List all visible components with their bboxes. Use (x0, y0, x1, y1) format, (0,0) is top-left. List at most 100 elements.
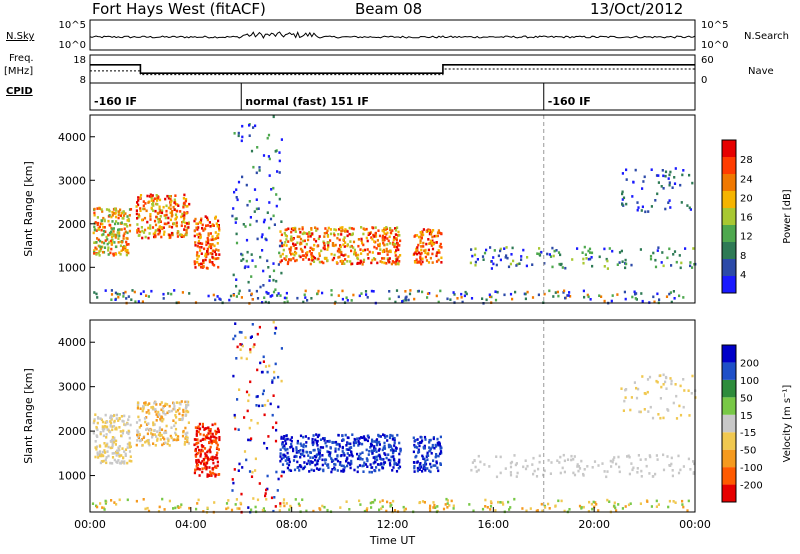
power-ytick-2: 3000 (58, 174, 86, 187)
panel-frame-2 (89, 82, 696, 111)
xtick-4: 16:00 (477, 518, 509, 531)
panel-frame-0 (89, 19, 696, 51)
velocity-colorbar-swatch-1 (722, 467, 736, 485)
power-echo-1 (92, 206, 133, 257)
panel-frame-4 (89, 319, 696, 513)
power-colorbar-swatch-1 (722, 259, 736, 276)
power-colorbar-swatch-8 (722, 140, 736, 157)
power-colorbar-swatch-6 (722, 174, 736, 191)
velocity-echo-1 (92, 413, 133, 465)
velocity-colorbar-swatch-7 (722, 362, 736, 380)
freq-ytick-top: 18 (73, 55, 86, 66)
velocity-echo-7 (620, 373, 697, 420)
power-colorbar-swatch-5 (722, 191, 736, 208)
nave-label: Nave (748, 66, 774, 77)
xtick-5: 20:00 (578, 518, 610, 531)
series-nave (90, 68, 695, 76)
velocity-colorbar-tick-5: 50 (740, 393, 753, 404)
freq-ytick-bottom: 8 (80, 75, 86, 86)
power-colorbar-tick-5: 24 (740, 174, 753, 185)
power-ytick-0: 1000 (58, 261, 86, 274)
power-colorbar-tick-1: 8 (740, 251, 746, 262)
power-colorbar-swatch-4 (722, 208, 736, 225)
velocity-colorbar-tick-2: -50 (740, 446, 756, 457)
velocity-echo-4 (279, 433, 402, 474)
noise-ytick-right-bottom: 10^0 (701, 40, 728, 51)
cpid-label: CPID (6, 86, 33, 97)
power-echo-3 (193, 215, 221, 270)
xtick-1: 04:00 (175, 518, 207, 531)
power-echo-4 (279, 226, 402, 266)
velocity-echo-5 (412, 435, 443, 474)
velocity-ytick-1: 2000 (58, 425, 86, 438)
velocity-colorbar-tick-3: -15 (740, 428, 756, 439)
velocity-colorbar-swatch-8 (722, 345, 736, 363)
velocity-colorbar-tick-6: 100 (740, 376, 759, 387)
series-freq (90, 64, 695, 74)
velocity-colorbar-tick-1: -100 (740, 463, 763, 474)
velocity-colorbar-frame (721, 344, 737, 503)
velocity-colorbar-label: Velocity [m s⁻¹] (782, 385, 793, 463)
velocity-colorbar-swatch-4 (722, 414, 736, 433)
power-colorbar-label: Power [dB] (782, 189, 793, 244)
xtick-2: 08:00 (276, 518, 308, 531)
panel-frame-1 (89, 54, 696, 84)
nave-ytick-bottom: 0 (701, 75, 707, 86)
cpid-segment-1: normal (fast) 151 IF (245, 95, 369, 108)
velocity-colorbar-swatch-2 (722, 449, 736, 468)
power-colorbar-tick-2: 12 (740, 232, 753, 243)
xtick-6: 00:00 (679, 518, 711, 531)
velocity-echo-3 (193, 422, 221, 478)
nsky-label: N.Sky (6, 31, 35, 42)
power-echo-5 (412, 228, 443, 266)
power-echo-2 (135, 193, 191, 240)
power-scatter (231, 115, 284, 304)
velocity-ground (91, 497, 690, 514)
power-echo-7 (621, 167, 694, 214)
freq-unit-label: [MHz] (4, 66, 34, 77)
noise-ytick-top: 10^5 (59, 20, 86, 31)
velocity-colorbar-swatch-0 (722, 484, 736, 502)
xtick-0: 00:00 (74, 518, 106, 531)
power-colorbar-tick-4: 20 (740, 193, 753, 204)
power-ground (93, 289, 685, 305)
velocity-ytick-0: 1000 (58, 470, 86, 483)
power-ytick-3: 4000 (58, 131, 86, 144)
power-ylabel: Slant Range [km] (22, 161, 35, 257)
nsky-trace (89, 31, 696, 39)
power-colorbar-frame (721, 139, 737, 294)
power-colorbar-tick-0: 4 (740, 270, 746, 281)
radar-title: Fort Hays West (fitACF) (92, 0, 266, 18)
freq-label: Freq. (9, 53, 34, 64)
power-colorbar-tick-3: 16 (740, 213, 753, 224)
noise-ytick-right-top: 10^5 (701, 20, 728, 31)
nsearch-label: N.Search (744, 31, 790, 42)
velocity-colorbar-swatch-3 (722, 432, 736, 450)
x-axis-label: Time UT (369, 534, 415, 547)
velocity-echo-2 (135, 400, 190, 447)
power-colorbar-swatch-0 (722, 276, 736, 293)
beam-label: Beam 08 (355, 0, 423, 18)
velocity-echo-6 (470, 453, 696, 479)
power-ytick-1: 2000 (58, 218, 86, 231)
velocity-colorbar-swatch-6 (722, 379, 736, 398)
power-colorbar-swatch-3 (722, 225, 736, 242)
power-colorbar-tick-6: 28 (740, 155, 753, 166)
velocity-ylabel: Slant Range [km] (22, 368, 35, 464)
xtick-3: 12:00 (377, 518, 409, 531)
velocity-colorbar-swatch-5 (722, 397, 736, 415)
cpid-segment-0: -160 IF (94, 95, 137, 108)
date-label: 13/Oct/2012 (590, 0, 684, 18)
velocity-scatter (231, 320, 283, 514)
velocity-colorbar-tick-7: 200 (740, 358, 759, 369)
velocity-colorbar-tick-4: 15 (740, 411, 753, 422)
velocity-ytick-2: 3000 (58, 381, 86, 394)
cpid-segment-2: -160 IF (548, 95, 591, 108)
velocity-colorbar-tick-0: -200 (740, 481, 763, 492)
nave-ytick-top: 60 (701, 55, 714, 66)
power-colorbar-swatch-7 (722, 157, 736, 174)
panel-frame-3 (89, 114, 696, 304)
noise-ytick-bottom: 10^0 (59, 40, 86, 51)
velocity-ytick-3: 4000 (58, 336, 86, 349)
